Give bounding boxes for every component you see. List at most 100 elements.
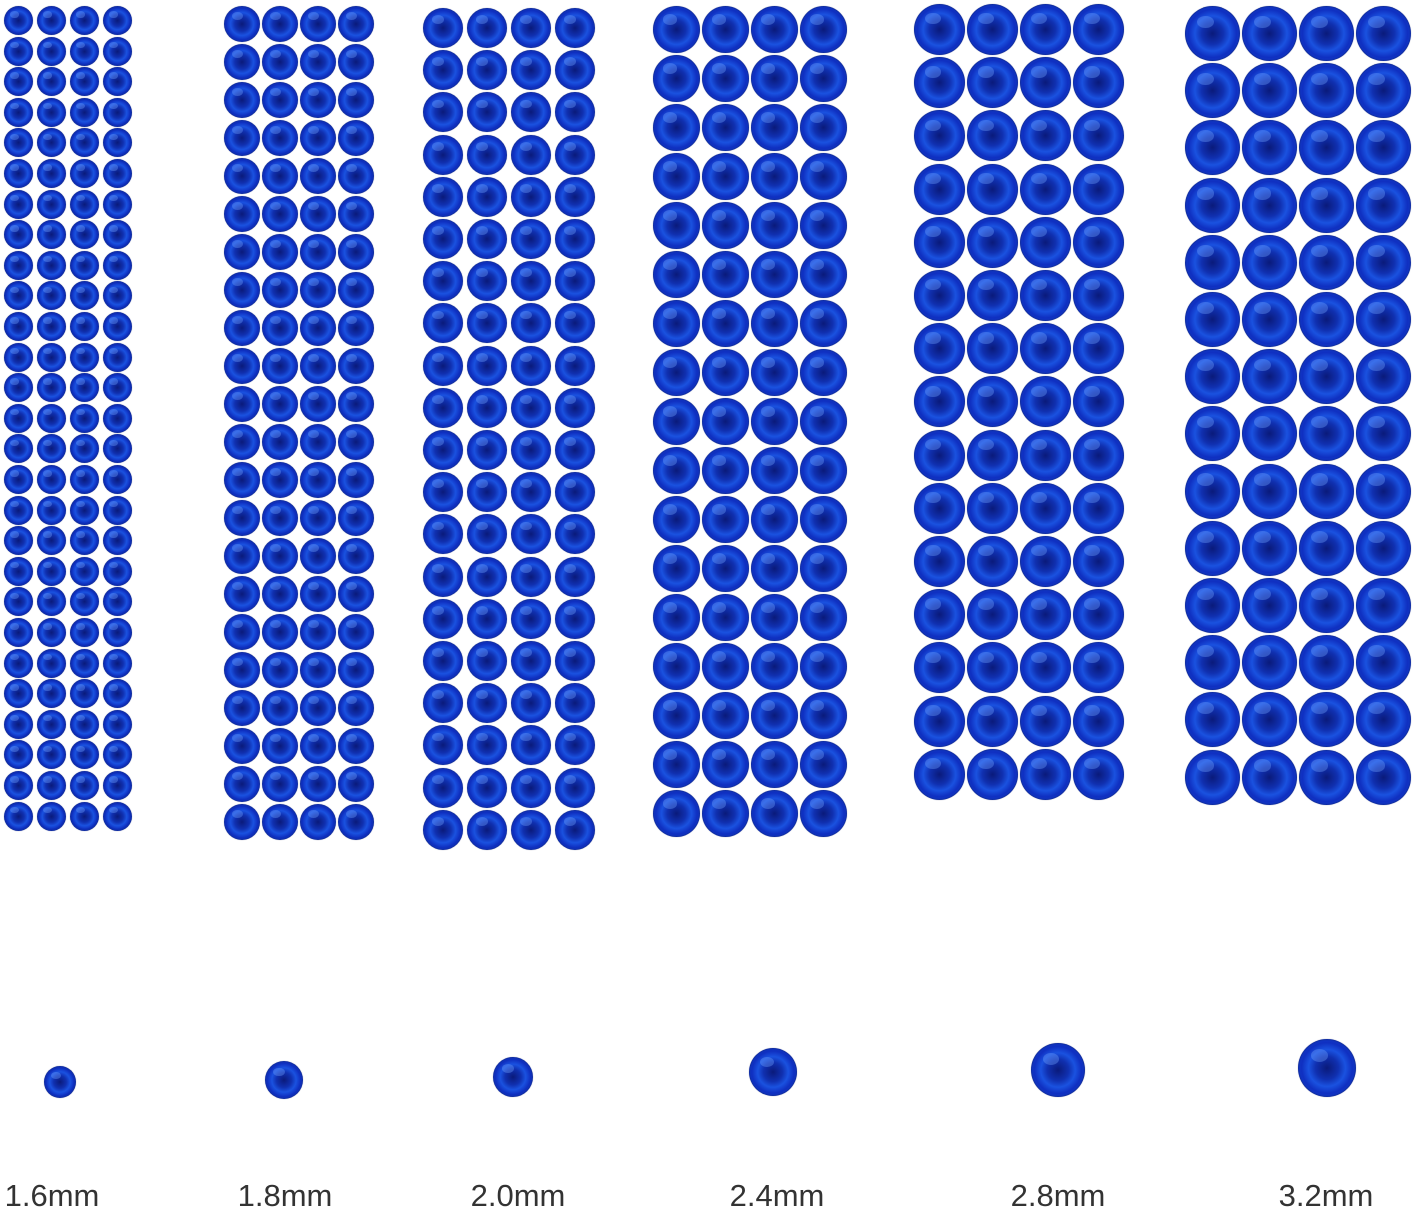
rhinestone-1.8mm: [224, 538, 260, 574]
rhinestone-1.8mm: [338, 272, 374, 308]
rhinestone-1.8mm: [262, 272, 298, 308]
rhinestone-2.0mm: [511, 809, 551, 850]
rhinestone-2.0mm: [555, 50, 595, 91]
rhinestone-2.0mm: [555, 472, 595, 513]
rhinestone-1.6mm: [103, 801, 132, 831]
rhinestone-1.8mm: [224, 804, 260, 840]
rhinestone-2.4mm: [800, 790, 847, 837]
rhinestone-1.6mm: [37, 618, 66, 647]
rhinestone-1.8mm: [300, 386, 336, 422]
rhinestone-1.6mm: [103, 159, 132, 188]
rhinestone-1.8mm: [262, 538, 298, 574]
rhinestone-2.4mm: [702, 643, 749, 690]
rhinestone-1.8mm: [300, 158, 336, 194]
rhinestone-1.6mm: [4, 250, 33, 280]
rhinestone-2.4mm: [702, 104, 749, 151]
rhinestone-2.8mm: [1073, 323, 1124, 375]
rhinestone-3.2mm: [1299, 578, 1354, 633]
rhinestone-1.6mm: [4, 36, 33, 66]
rhinestone-1.8mm: [300, 120, 336, 156]
rhinestone-1.6mm: [103, 679, 132, 709]
rhinestone-1.8mm: [262, 310, 298, 346]
rhinestone-2.0mm: [467, 387, 507, 428]
rhinestone-2.8mm: [914, 482, 965, 534]
rhinestone-3.2mm: [1185, 349, 1240, 405]
rhinestone-1.6mm: [103, 128, 132, 158]
rhinestone-1.6mm: [70, 403, 99, 433]
rhinestone-1.6mm: [37, 312, 66, 341]
rhinestone-3.2mm: [1185, 463, 1240, 519]
rhinestone-3.2mm: [1356, 463, 1411, 519]
rhinestone-2.8mm: [1073, 642, 1124, 694]
rhinestone-1.6mm: [37, 679, 66, 709]
rhinestone-2.8mm: [1020, 429, 1071, 481]
rhinestone-2.8mm: [1020, 376, 1071, 428]
rhinestone-1.8mm: [224, 576, 260, 612]
rhinestone-2.8mm: [1073, 748, 1124, 800]
rhinestone-2.8mm: [967, 642, 1018, 694]
rhinestone-1.6mm: [37, 342, 66, 372]
rhinestone-3.2mm: [1299, 177, 1354, 233]
rhinestone-2.8mm: [914, 57, 965, 109]
rhinestone-1.6mm: [37, 648, 66, 678]
rhinestone-1.6mm: [4, 556, 33, 586]
rhinestone-2.4mm: [800, 447, 847, 494]
rhinestone-2.0mm: [423, 430, 463, 470]
rhinestone-1.8mm: [338, 6, 374, 42]
rhinestone-2.4mm: [702, 300, 749, 347]
rhinestone-2.0mm: [511, 8, 551, 48]
rhinestone-1.6mm: [103, 434, 132, 464]
rhinestone-2.4mm: [653, 545, 700, 592]
rhinestone-2.0mm: [511, 683, 551, 724]
rhinestone-2.0mm: [467, 176, 507, 217]
rhinestone-1.6mm: [70, 250, 99, 280]
rhinestone-2.8mm: [914, 695, 965, 747]
rhinestone-2.4mm: [702, 545, 749, 592]
rhinestone-1.6mm: [4, 312, 33, 341]
rhinestone-2.0mm: [423, 92, 463, 133]
rhinestone-2.4mm: [702, 741, 749, 788]
rhinestone-2.4mm: [800, 153, 847, 200]
rhinestone-2.4mm: [800, 643, 847, 690]
size-label-1-6mm: 1.6mm: [4, 1178, 100, 1213]
rhinestone-1.6mm: [103, 740, 132, 770]
rhinestone-2.4mm: [653, 398, 700, 445]
rhinestone-1.6mm: [4, 771, 33, 800]
rhinestone-2.0mm: [511, 261, 551, 302]
sample-rhinestone-2.0mm: [493, 1057, 533, 1097]
rhinestone-1.6mm: [37, 373, 66, 403]
rhinestone-1.8mm: [262, 576, 298, 612]
rhinestone-3.2mm: [1185, 749, 1240, 805]
sample-rhinestone-3.2mm: [1298, 1039, 1356, 1097]
rhinestone-1.6mm: [70, 159, 99, 188]
rhinestone-2.4mm: [800, 692, 847, 739]
rhinestone-2.8mm: [967, 536, 1018, 587]
rhinestone-3.2mm: [1299, 749, 1354, 805]
rhinestone-3.2mm: [1185, 120, 1240, 176]
rhinestone-1.6mm: [37, 587, 66, 617]
rhinestone-1.8mm: [300, 576, 336, 612]
rhinestone-1.6mm: [103, 618, 132, 647]
rhinestone-1.8mm: [224, 6, 260, 42]
rhinestone-1.6mm: [4, 97, 33, 127]
rhinestone-2.8mm: [1020, 57, 1071, 109]
rhinestone-1.6mm: [103, 495, 132, 525]
rhinestone-2.4mm: [653, 6, 700, 53]
rhinestone-3.2mm: [1185, 578, 1240, 633]
rhinestone-3.2mm: [1185, 692, 1240, 748]
rhinestone-3.2mm: [1242, 177, 1297, 233]
rhinestone-2.4mm: [653, 55, 700, 102]
rhinestone-1.8mm: [338, 576, 374, 612]
rhinestone-2.4mm: [751, 398, 798, 445]
rhinestone-1.6mm: [4, 434, 33, 464]
rhinestone-2.8mm: [914, 216, 965, 268]
rhinestone-1.6mm: [37, 67, 66, 97]
rhinestone-1.8mm: [224, 44, 260, 80]
rhinestone-2.8mm: [1073, 4, 1124, 55]
rhinestone-1.8mm: [224, 82, 260, 118]
rhinestone-3.2mm: [1356, 349, 1411, 405]
rhinestone-2.0mm: [511, 514, 551, 555]
rhinestone-2.0mm: [555, 598, 595, 639]
rhinestone-2.4mm: [751, 6, 798, 53]
rhinestone-1.6mm: [4, 403, 33, 433]
